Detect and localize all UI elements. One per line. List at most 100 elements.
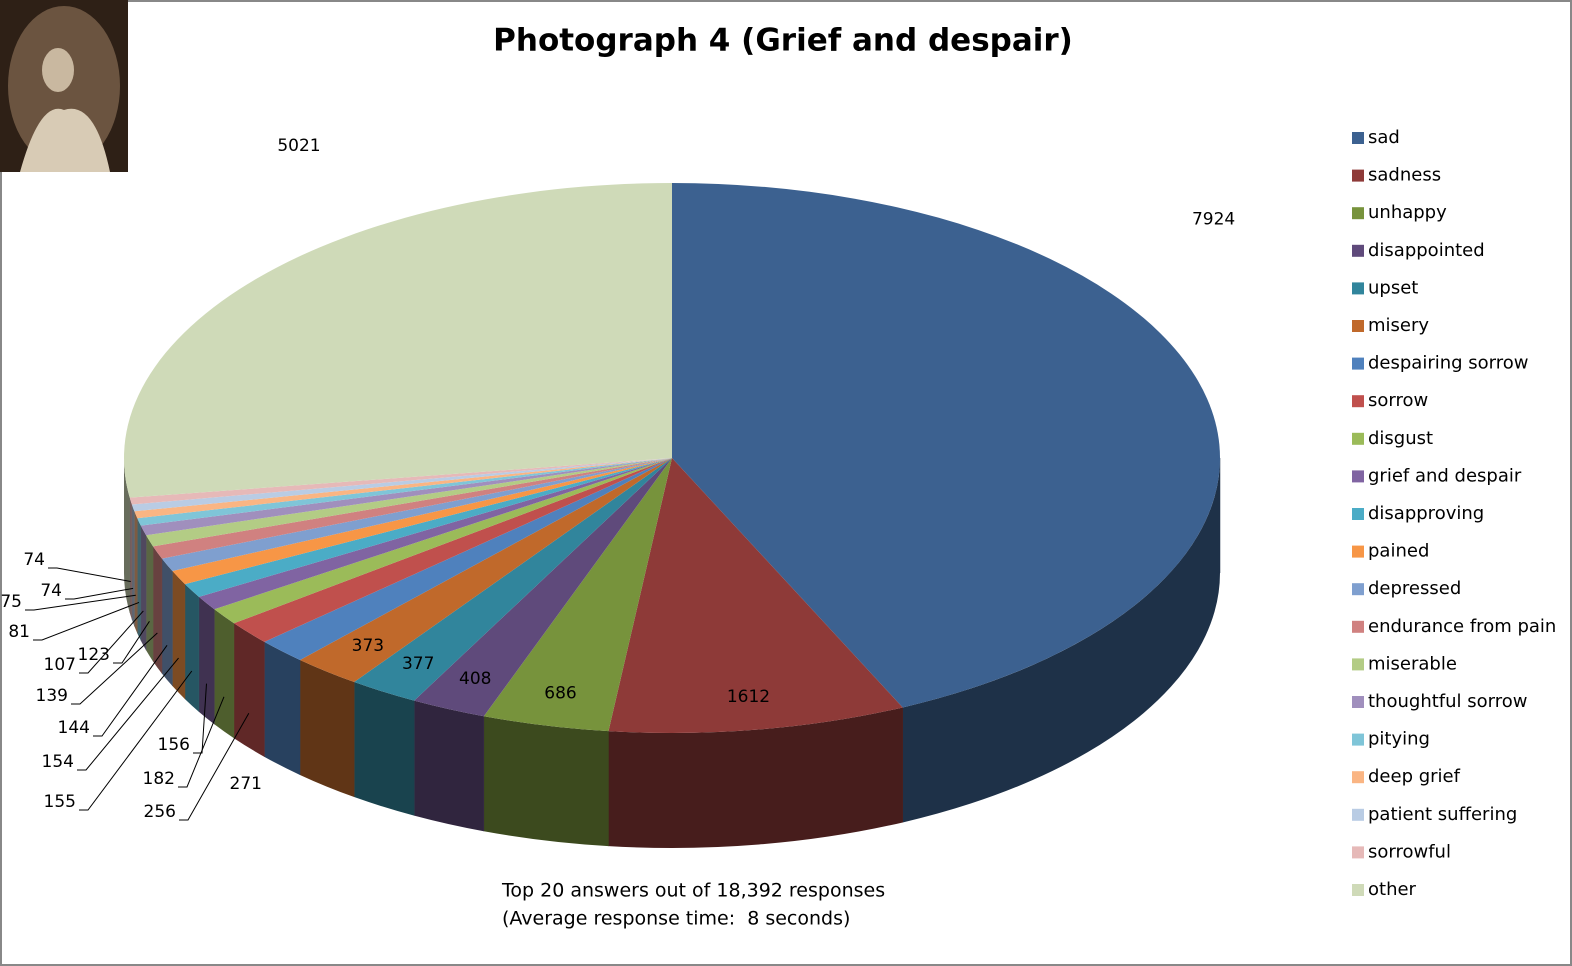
- legend-label: miserable: [1368, 653, 1457, 674]
- data-label: 373: [352, 636, 384, 656]
- slice: [131, 458, 673, 512]
- slice-side: [137, 518, 141, 641]
- slice-side: [184, 584, 199, 712]
- data-label: 7924: [1192, 210, 1235, 230]
- legend-label: endurance from pain: [1368, 616, 1556, 637]
- legend-label: other: [1368, 879, 1417, 900]
- slice-side: [233, 623, 265, 757]
- slice: [129, 458, 672, 505]
- slice-side: [172, 571, 185, 700]
- legend-swatch: [1352, 884, 1364, 896]
- data-label: 75: [0, 592, 22, 612]
- legend-label: sorrowful: [1368, 841, 1451, 862]
- data-label: 81: [8, 622, 30, 642]
- legend-label: sorrow: [1368, 390, 1428, 411]
- leader-line: [113, 621, 150, 664]
- legend-swatch: [1352, 244, 1364, 257]
- slice: [300, 458, 672, 683]
- slice: [172, 458, 672, 585]
- legend-label: disgust: [1368, 428, 1433, 449]
- legend-label: grief and despair: [1368, 465, 1522, 486]
- legend-swatch: [1352, 357, 1364, 370]
- legend-swatch: [1352, 846, 1364, 859]
- leader-line: [77, 657, 179, 771]
- leader-line: [25, 594, 136, 611]
- annotation: Top 20 answers out of 18,392 responses: [501, 880, 885, 902]
- slice-side: [140, 525, 147, 651]
- data-label: 144: [58, 718, 90, 738]
- legend-label: pained: [1368, 541, 1429, 562]
- slice-side: [902, 458, 1220, 823]
- slice: [146, 458, 673, 547]
- annotation: (Average response time: 8 seconds): [502, 908, 850, 930]
- leader-line: [178, 696, 225, 788]
- slice-side: [153, 546, 162, 674]
- leader-line: [48, 567, 131, 583]
- leader-line: [193, 683, 207, 754]
- data-label: 271: [230, 774, 262, 794]
- data-label: 5021: [277, 136, 320, 156]
- slice-side: [161, 558, 173, 687]
- legend-label: deep grief: [1368, 766, 1461, 787]
- data-label: 155: [44, 792, 76, 812]
- slice-side: [264, 641, 301, 775]
- legend-swatch: [1352, 282, 1364, 295]
- legend-swatch: [1352, 320, 1364, 332]
- legend-label: depressed: [1368, 578, 1461, 599]
- data-label: 377: [402, 654, 434, 674]
- slice: [233, 458, 672, 642]
- leader-line: [93, 645, 168, 737]
- legend-swatch: [1352, 470, 1364, 483]
- slice: [672, 183, 1220, 708]
- leader-line: [71, 632, 158, 705]
- legend-label: pitying: [1368, 729, 1430, 750]
- data-label: 107: [44, 655, 76, 675]
- legend-label: upset: [1368, 277, 1418, 298]
- slice: [161, 458, 672, 572]
- slice-side: [214, 609, 234, 739]
- data-label: 154: [42, 752, 74, 772]
- slice-side: [483, 716, 609, 847]
- data-label: 74: [40, 581, 62, 601]
- chart-title: Photograph 4 (Grief and despair): [493, 23, 1073, 59]
- data-label: 139: [36, 686, 68, 706]
- legend-swatch: [1352, 696, 1364, 708]
- slice: [137, 458, 672, 526]
- slice-side: [300, 659, 355, 798]
- data-label: 256: [144, 802, 176, 822]
- legend-label: patient suffering: [1368, 804, 1517, 825]
- legend-swatch: [1352, 207, 1364, 220]
- slice-side: [354, 682, 415, 816]
- leader-line: [33, 601, 140, 641]
- legend-label: sadness: [1368, 165, 1441, 186]
- legend-swatch: [1352, 808, 1364, 821]
- slice: [198, 458, 672, 610]
- legend-label: thoughtful sorrow: [1368, 691, 1527, 712]
- data-label: 408: [459, 669, 491, 689]
- legend-label: disappointed: [1368, 240, 1485, 261]
- legend-label: despairing sorrow: [1368, 353, 1529, 374]
- data-label: 156: [158, 735, 190, 755]
- legend-swatch: [1352, 658, 1364, 671]
- slice: [140, 458, 672, 536]
- legend-swatch: [1352, 169, 1364, 182]
- leader-line: [79, 610, 144, 674]
- slice-side: [129, 497, 132, 620]
- data-label: 123: [78, 645, 110, 665]
- slice-side: [414, 700, 484, 832]
- data-label: 74: [23, 550, 45, 570]
- legend-swatch: [1352, 583, 1364, 596]
- slice: [483, 458, 672, 732]
- legend-swatch: [1352, 432, 1364, 445]
- legend-label: disapproving: [1368, 503, 1484, 524]
- slice-side: [134, 511, 138, 634]
- legend-label: misery: [1368, 315, 1429, 336]
- slice-side: [131, 504, 135, 627]
- slice-side: [124, 458, 130, 613]
- photo: [0, 0, 128, 172]
- slice-side: [608, 707, 903, 849]
- legend-swatch: [1352, 508, 1364, 520]
- slice: [153, 458, 672, 559]
- slice: [184, 458, 672, 597]
